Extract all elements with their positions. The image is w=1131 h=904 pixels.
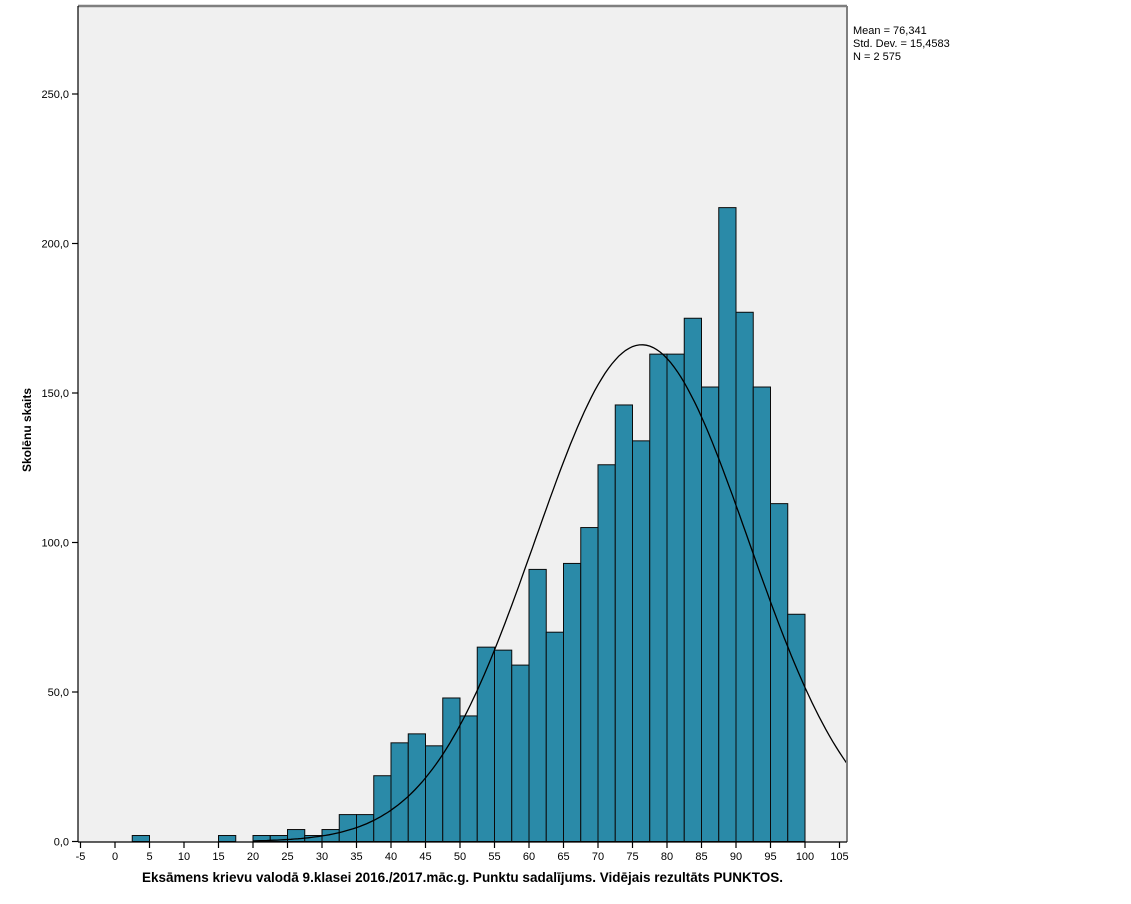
histogram-bar <box>787 613 806 843</box>
x-tick-label: 50 <box>454 851 466 863</box>
x-tick-label: 35 <box>350 851 362 863</box>
y-tick-label: 100,0 <box>41 538 69 550</box>
y-tick-label: 150,0 <box>41 388 69 400</box>
histogram-bar <box>476 646 495 843</box>
histogram-bar <box>218 835 237 843</box>
x-tick-label: 90 <box>730 851 742 863</box>
histogram-bar <box>356 814 375 843</box>
histogram-bar <box>718 207 737 842</box>
x-tick-label: 105 <box>830 851 848 863</box>
histogram-bar <box>580 527 599 842</box>
histogram-bar <box>131 835 150 843</box>
y-axis-title: Skolēnu skaits <box>20 387 34 473</box>
x-tick-label: 20 <box>247 851 259 863</box>
histogram-bar <box>494 649 513 843</box>
stats-n: N = 2 575 <box>853 51 902 63</box>
histogram-bar <box>770 503 789 842</box>
histogram-bar <box>373 775 392 842</box>
histogram-bar <box>511 664 530 843</box>
x-tick-label: 30 <box>316 851 328 863</box>
x-tick-label: 10 <box>178 851 190 863</box>
histogram-bar <box>528 568 547 842</box>
y-tick-label: 0,0 <box>54 837 69 849</box>
x-tick-label: 65 <box>557 851 569 863</box>
histogram-bar <box>614 404 633 842</box>
histogram-bar <box>752 386 771 842</box>
normal-curve <box>252 344 847 842</box>
y-tick-label: 50,0 <box>48 687 69 699</box>
stats-box: Mean = 76,341 Std. Dev. = 15,4583 N = 2 … <box>853 25 1123 64</box>
stats-std-dev: Std. Dev. = 15,4583 <box>853 38 950 50</box>
x-tick-label: 5 <box>146 851 152 863</box>
histogram-bar <box>649 353 668 842</box>
x-tick-label: 15 <box>212 851 224 863</box>
histogram-bar <box>545 631 564 843</box>
histogram-bar <box>632 440 651 842</box>
histogram-bar <box>735 311 754 842</box>
x-tick-label: 0 <box>112 851 118 863</box>
x-tick-label: 25 <box>281 851 293 863</box>
x-tick-label: 60 <box>523 851 535 863</box>
x-tick-label: 40 <box>385 851 397 863</box>
histogram-bar <box>425 745 444 843</box>
x-tick-label: 80 <box>661 851 673 863</box>
x-tick-label: 85 <box>695 851 707 863</box>
y-tick-label: 200,0 <box>41 239 69 251</box>
x-tick-label: 55 <box>488 851 500 863</box>
x-tick-label: 75 <box>626 851 638 863</box>
histogram-bar <box>597 464 616 842</box>
histogram-bar <box>563 562 582 842</box>
x-tick-label: 95 <box>764 851 776 863</box>
histogram-bar <box>666 353 685 842</box>
histogram-bar <box>442 697 461 842</box>
histogram-bar <box>390 742 409 843</box>
y-tick-label: 250,0 <box>41 89 69 101</box>
x-tick-label: 45 <box>419 851 431 863</box>
histogram-bar <box>683 317 702 842</box>
chart-title: Eksāmens krievu valodā 9.klasei 2016./20… <box>141 870 784 885</box>
histogram-bar <box>459 715 478 842</box>
x-tick-label: -5 <box>76 851 86 863</box>
x-tick-label: 70 <box>592 851 604 863</box>
x-tick-label: 100 <box>796 851 814 863</box>
histogram-bar <box>701 386 720 842</box>
stats-mean: Mean = 76,341 <box>853 25 927 37</box>
